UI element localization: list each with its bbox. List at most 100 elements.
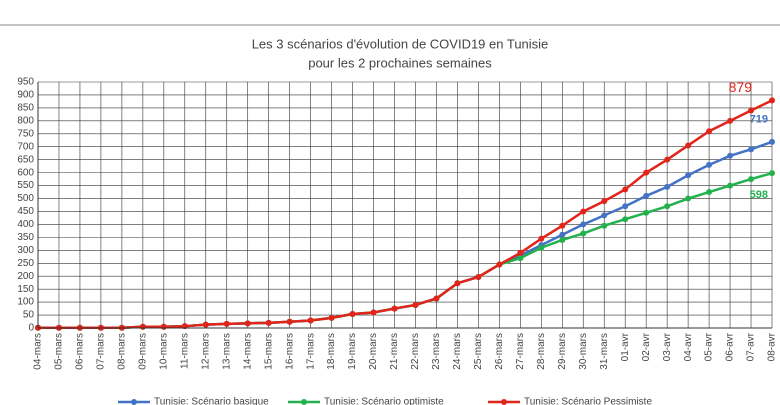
point — [622, 203, 629, 210]
legend-label: Tunisie: Scénario Pessimiste — [524, 397, 652, 405]
point — [223, 320, 230, 327]
x-tick-label: 07-avr — [746, 332, 757, 361]
point — [517, 255, 524, 262]
point — [706, 161, 713, 168]
point — [769, 97, 775, 104]
x-tick-label: 27-mars — [515, 333, 526, 370]
data-label: 719 — [750, 114, 768, 126]
point — [202, 321, 209, 328]
point — [559, 231, 566, 238]
y-tick-label: 400 — [17, 219, 34, 230]
point — [748, 176, 755, 183]
y-tick-label: 850 — [17, 103, 34, 114]
point — [517, 249, 524, 256]
x-tick-label: 28-mars — [536, 333, 547, 370]
point — [727, 152, 734, 159]
legend-marker — [501, 399, 507, 405]
point — [475, 273, 482, 280]
point — [349, 311, 356, 318]
point — [643, 209, 650, 216]
x-tick-label: 05-mars — [54, 333, 65, 370]
x-tick-label: 06-mars — [75, 333, 86, 370]
x-tick-label: 20-mars — [368, 333, 379, 370]
x-tick-label: 02-avr — [641, 332, 652, 361]
point — [580, 221, 587, 228]
point — [580, 230, 587, 237]
x-tick-label: 08-avr — [767, 332, 778, 361]
y-tick-label: 200 — [17, 271, 34, 282]
point — [664, 183, 671, 190]
y-tick-label: 450 — [17, 206, 34, 217]
x-tick-label: 21-mars — [389, 333, 400, 370]
point — [454, 280, 461, 287]
point — [601, 222, 608, 229]
y-tick-label: 300 — [17, 245, 34, 256]
point — [706, 128, 713, 135]
point — [622, 216, 629, 223]
data-label: 598 — [750, 189, 768, 201]
y-tick-label: 50 — [23, 310, 35, 321]
x-tick-label: 15-mars — [263, 333, 274, 370]
point — [139, 323, 146, 330]
point — [664, 203, 671, 210]
x-tick-label: 25-mars — [473, 333, 484, 370]
x-tick-label: 30-mars — [578, 333, 589, 370]
point — [559, 222, 566, 229]
y-tick-label: 700 — [17, 141, 34, 152]
point — [685, 195, 692, 202]
point — [748, 107, 755, 114]
point — [748, 146, 755, 153]
y-tick-label: 350 — [17, 232, 34, 243]
point — [769, 170, 775, 177]
x-tick-label: 07-mars — [96, 333, 107, 370]
y-tick-label: 650 — [17, 154, 34, 165]
point — [370, 309, 377, 316]
x-tick-label: 13-mars — [221, 333, 232, 370]
x-tick-label: 29-mars — [557, 333, 568, 370]
x-tick-label: 24-mars — [452, 333, 463, 370]
x-tick-label: 18-mars — [326, 333, 337, 370]
point — [643, 192, 650, 199]
x-tick-label: 22-mars — [410, 333, 421, 370]
x-tick-label: 26-mars — [494, 333, 505, 370]
y-tick-label: 950 — [17, 77, 34, 88]
point — [622, 186, 629, 193]
data-label: 879 — [729, 79, 753, 95]
x-tick-label: 03-avr — [662, 332, 673, 361]
x-tick-label: 08-mars — [117, 333, 128, 370]
y-tick-label: 800 — [17, 115, 34, 126]
x-tick-label: 19-mars — [347, 333, 358, 370]
y-tick-label: 150 — [17, 284, 34, 295]
point — [559, 236, 566, 243]
point — [496, 261, 503, 268]
x-tick-label: 04-mars — [33, 333, 44, 370]
y-tick-label: 550 — [17, 180, 34, 191]
legend-label: Tunisie: Scénario basique — [154, 397, 269, 405]
point — [160, 323, 167, 330]
point — [265, 319, 272, 326]
x-tick-label: 16-mars — [284, 333, 295, 370]
x-tick-label: 01-avr — [620, 332, 631, 361]
x-tick-label: 11-mars — [179, 333, 190, 369]
point — [727, 182, 734, 189]
x-tick-label: 09-mars — [137, 333, 148, 370]
point — [706, 189, 713, 196]
point — [538, 235, 545, 242]
point — [391, 305, 398, 312]
y-tick-label: 250 — [17, 258, 34, 269]
point — [769, 138, 775, 145]
x-tick-label: 06-avr — [725, 332, 736, 361]
y-tick-label: 100 — [17, 297, 34, 308]
point — [412, 301, 419, 308]
point — [328, 314, 335, 321]
point — [580, 208, 587, 215]
chart-subtitle: pour les 2 prochaines semaines — [308, 55, 492, 70]
series-line — [38, 99, 773, 329]
x-tick-label: 23-mars — [431, 333, 442, 370]
y-tick-label: 500 — [17, 193, 34, 204]
x-tick-label: 31-mars — [599, 333, 610, 370]
x-tick-label: 17-mars — [305, 333, 316, 370]
x-tick-label: 04-avr — [683, 332, 694, 361]
x-tick-label: 05-avr — [704, 332, 715, 361]
